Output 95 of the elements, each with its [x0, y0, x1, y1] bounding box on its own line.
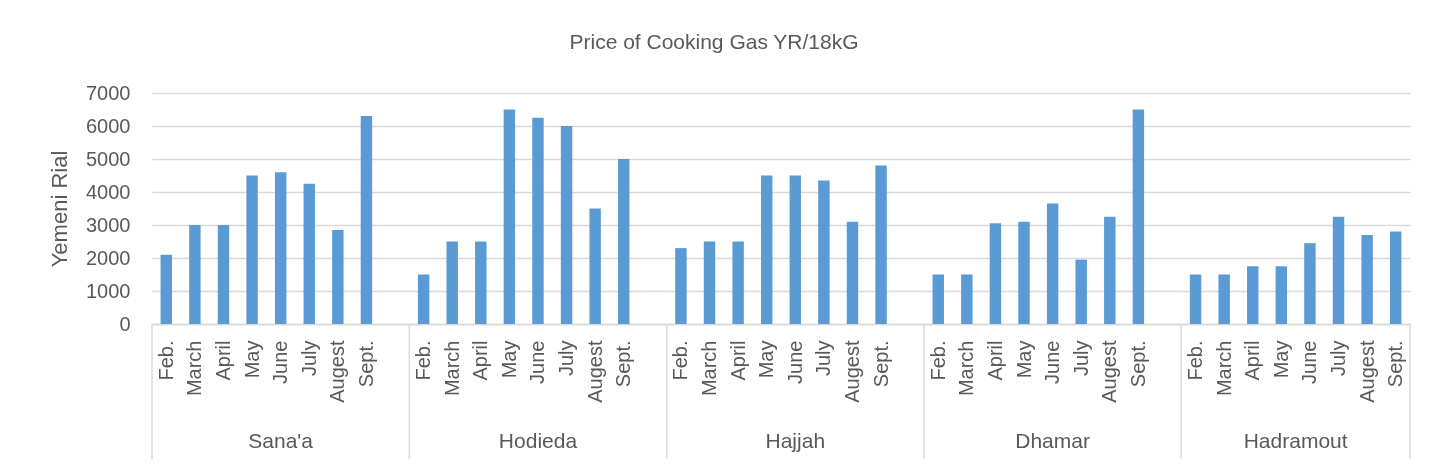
bar — [1132, 109, 1145, 324]
bar — [217, 225, 230, 324]
y-tick-label: 0 — [119, 312, 131, 335]
bar — [1218, 274, 1230, 324]
y-tick-label: 5000 — [86, 147, 131, 170]
x-tick-label: Augest — [840, 340, 863, 403]
x-tick-label: Feb. — [412, 340, 435, 381]
x-tick-label: Feb. — [154, 340, 177, 381]
y-tick-label: 4000 — [86, 180, 131, 203]
x-tick-label: July — [297, 340, 320, 377]
x-tick-label: May — [1269, 340, 1292, 379]
bar — [1018, 221, 1030, 324]
bar — [303, 183, 315, 324]
text: Hadramout — [1243, 429, 1348, 452]
y-tick-label: 7000 — [86, 81, 131, 104]
x-tick-label: Feb. — [669, 340, 692, 381]
x-tick-label: March — [955, 340, 978, 397]
x-tick-label: Sept. — [1384, 340, 1407, 388]
x-tick-label: March — [440, 340, 463, 397]
y-tick-label: 6000 — [86, 114, 131, 137]
bar — [560, 126, 573, 324]
x-tick-label: April — [1241, 340, 1264, 381]
x-tick-label: May — [240, 340, 263, 379]
y-tick-label: 1000 — [86, 279, 131, 302]
bar — [246, 175, 258, 324]
x-tick-label: June — [1041, 340, 1064, 384]
bar — [360, 116, 373, 324]
bar — [618, 159, 630, 324]
bar — [589, 208, 601, 324]
bar — [703, 241, 716, 324]
bar — [1247, 266, 1259, 324]
bar — [846, 221, 859, 324]
bar — [818, 180, 830, 324]
x-tick-label: March — [1212, 340, 1235, 397]
x-tick-label: July — [555, 340, 578, 377]
x-tick-label: Feb. — [926, 340, 949, 381]
bar — [932, 274, 944, 324]
bar — [475, 241, 487, 324]
text: Dhamar — [1015, 429, 1090, 452]
x-tick-label: July — [1327, 340, 1350, 377]
x-tick-label: April — [983, 340, 1006, 381]
bar — [417, 274, 430, 324]
x-tick-label: July — [812, 340, 835, 377]
bar — [789, 175, 802, 324]
x-tick-label: April — [469, 340, 492, 381]
text: Sana'a — [248, 429, 314, 452]
x-tick-label: Sept. — [612, 340, 635, 388]
bar — [760, 175, 773, 324]
x-tick-label: Augest — [1355, 340, 1378, 403]
bar — [732, 241, 744, 324]
bar — [961, 274, 973, 324]
x-tick-label: March — [183, 340, 206, 397]
bar — [675, 248, 687, 324]
bar — [1275, 266, 1288, 324]
x-tick-label: Augest — [1098, 340, 1121, 403]
text: Hodieda — [498, 429, 578, 452]
bar — [189, 225, 201, 324]
bar — [1332, 216, 1345, 324]
y-tick-label: 3000 — [86, 213, 131, 236]
bar — [1046, 203, 1059, 324]
bar — [160, 254, 173, 324]
x-tick-label: June — [269, 340, 292, 384]
bar — [1389, 231, 1402, 324]
bar — [989, 223, 1002, 324]
x-tick-label: July — [1069, 340, 1092, 377]
chart-title: Price of Cooking Gas YR/18kG — [569, 30, 859, 53]
x-tick-label: May — [755, 340, 778, 379]
x-tick-label: June — [1298, 340, 1321, 384]
x-tick-label: March — [698, 340, 721, 397]
bar — [1104, 216, 1116, 324]
bar — [503, 109, 516, 324]
x-tick-label: June — [783, 340, 806, 384]
bar — [1361, 234, 1373, 324]
x-tick-label: May — [497, 340, 520, 379]
x-tick-label: Sept. — [869, 340, 892, 388]
text: Hajjah — [765, 429, 826, 452]
x-tick-label: Feb. — [1184, 340, 1207, 381]
x-tick-label: Augest — [583, 340, 606, 403]
y-axis-title: Yemeni Rial — [47, 150, 73, 268]
bar — [1189, 274, 1202, 324]
bar — [274, 172, 287, 324]
x-tick-label: May — [1012, 340, 1035, 379]
x-tick-label: April — [726, 340, 749, 381]
x-tick-label: Sept. — [1126, 340, 1149, 388]
y-tick-label: 2000 — [86, 246, 131, 269]
x-tick-label: April — [211, 340, 234, 381]
bar — [1075, 259, 1087, 324]
x-tick-label: Sept. — [354, 340, 377, 388]
bar — [875, 165, 887, 324]
bar — [1304, 243, 1316, 324]
x-tick-label: Augest — [326, 340, 349, 403]
bar — [446, 241, 458, 324]
bar — [532, 117, 544, 324]
bar — [332, 229, 344, 324]
x-tick-label: June — [526, 340, 549, 384]
